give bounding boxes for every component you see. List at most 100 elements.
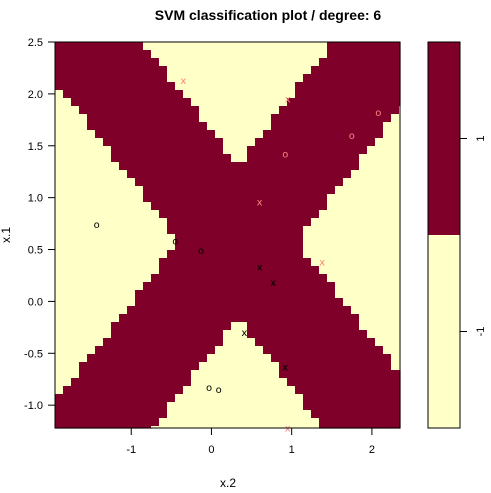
region-cell [199,258,208,267]
region-cell [391,146,400,155]
region-cell [295,418,304,427]
region-cell [383,210,392,219]
region-cell [119,402,128,411]
region-cell [311,322,320,331]
region-cell [87,338,96,347]
region-cell [391,42,400,51]
region-cell [295,82,304,91]
region-cell [383,194,392,203]
region-cell [223,370,232,379]
region-cell [95,378,104,387]
region-cell [327,154,336,163]
region-cell [191,394,200,403]
region-cell [159,298,168,307]
region-cell [367,378,376,387]
region-cell [127,290,136,299]
region-cell [151,202,160,211]
region-cell [183,162,192,171]
region-cell [63,210,72,219]
region-cell [239,370,248,379]
region-cell [247,122,256,131]
region-cell [199,298,208,307]
region-cell [111,178,120,187]
data-point: x [270,278,276,289]
region-cell [343,130,352,139]
region-cell [327,50,336,59]
region-cell [63,370,72,379]
region-cell [231,226,240,235]
region-cell [199,410,208,419]
region-cell [367,346,376,355]
region-cell [191,130,200,139]
region-cell [359,394,368,403]
region-cell [279,50,288,59]
region-cell [375,98,384,107]
region-cell [111,354,120,363]
y-tick-label: 1.0 [28,193,43,205]
region-cell [127,346,136,355]
region-cell [391,402,400,411]
region-cell [303,338,312,347]
region-cell [167,306,176,315]
region-cell [103,298,112,307]
region-cell [391,346,400,355]
region-cell [143,226,152,235]
region-cell [231,354,240,363]
region-cell [135,322,144,331]
region-cell [215,210,224,219]
region-cell [71,258,80,267]
region-cell [311,370,320,379]
region-cell [175,226,184,235]
region-cell [263,210,272,219]
region-cell [199,362,208,371]
region-cell [239,386,248,395]
region-cell [159,290,168,299]
region-cell [231,90,240,99]
region-cell [247,354,256,363]
region-cell [327,410,336,419]
region-cell [71,218,80,227]
region-cell [311,146,320,155]
region-cell [111,42,120,51]
region-cell [223,330,232,339]
region-cell [287,234,296,243]
region-cell [311,162,320,171]
region-cell [87,290,96,299]
region-cell [279,298,288,307]
region-cell [375,66,384,75]
region-cell [103,418,112,427]
region-cell [55,194,64,203]
region-cell [391,250,400,259]
region-cell [215,74,224,83]
region-cell [279,346,288,355]
region-cell [183,314,192,323]
region-cell [207,258,216,267]
region-cell [303,50,312,59]
region-cell [63,122,72,131]
region-cell [71,266,80,275]
region-cell [359,66,368,75]
region-cell [295,50,304,59]
region-cell [199,282,208,291]
region-cell [343,418,352,427]
region-cell [119,370,128,379]
region-cell [351,306,360,315]
region-cell [327,378,336,387]
region-cell [247,274,256,283]
region-cell [63,202,72,211]
region-cell [159,82,168,91]
region-cell [215,266,224,275]
region-cell [375,370,384,379]
region-cell [71,370,80,379]
region-cell [191,58,200,67]
region-cell [231,82,240,91]
region-cell [167,346,176,355]
region-cell [167,298,176,307]
region-cell [183,266,192,275]
region-cell [327,218,336,227]
region-cell [103,402,112,411]
region-cell [207,218,216,227]
region-cell [207,114,216,123]
region-cell [263,186,272,195]
region-cell [359,178,368,187]
